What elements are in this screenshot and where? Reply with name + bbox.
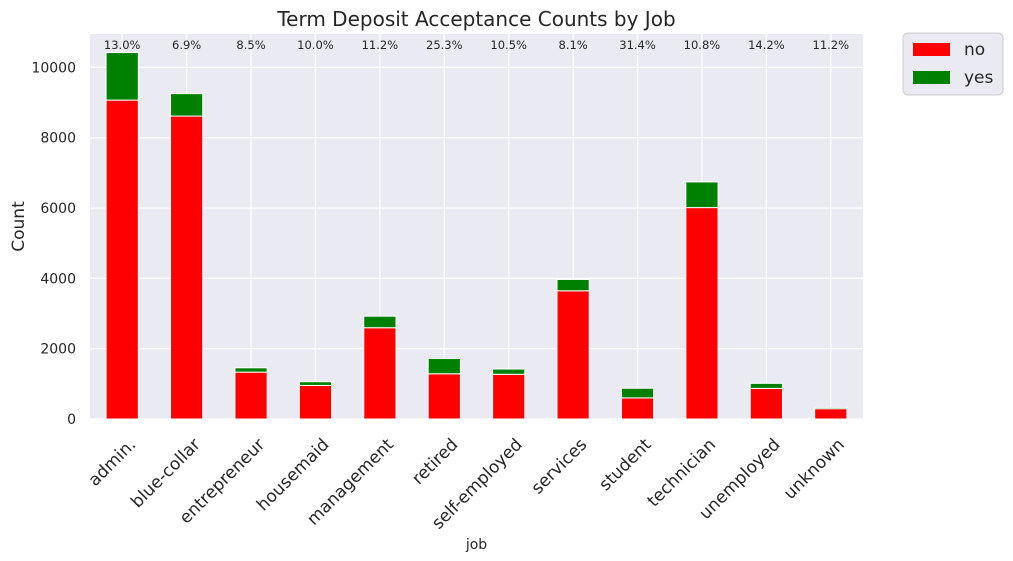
x-tick-label: retired	[408, 435, 462, 489]
y-tick-label: 8000	[40, 131, 76, 147]
percent-label: 25.3%	[426, 38, 463, 52]
legend-label-yes: yes	[964, 68, 994, 88]
percent-label: 10.5%	[490, 38, 527, 52]
bar-no-unknown	[814, 408, 848, 420]
bar-yes-self-employed	[492, 368, 526, 375]
percent-label: 10.8%	[684, 38, 721, 52]
y-tick-label: 6000	[40, 201, 76, 217]
bar-yes-services	[556, 278, 590, 292]
bar-yes-retired	[427, 358, 461, 375]
bar-yes-blue-collar	[170, 93, 204, 117]
bar-no-student	[620, 397, 655, 420]
x-tick-label: unknown	[780, 435, 849, 504]
x-tick-label: student	[595, 435, 655, 495]
bars	[105, 52, 848, 420]
chart-title: Term Deposit Acceptance Counts by Job	[276, 7, 675, 31]
bar-no-management	[363, 327, 397, 420]
bar-yes-housemaid	[298, 381, 333, 386]
bar-no-admin	[105, 99, 139, 420]
bar-no-blue-collar	[170, 115, 204, 420]
x-tick-label: admin.	[85, 435, 141, 491]
y-tick-label: 0	[67, 412, 76, 428]
bar-no-retired	[427, 373, 461, 420]
percent-label: 10.0%	[297, 38, 334, 52]
percent-label: 11.2%	[362, 38, 399, 52]
bar-yes-student	[620, 387, 655, 399]
percent-label: 13.0%	[104, 38, 141, 52]
percent-label: 14.2%	[748, 38, 785, 52]
bar-no-self-employed	[492, 373, 526, 420]
y-axis-label: Count	[9, 201, 29, 252]
x-axis-ticks: admin.blue-collarentrepreneurhousemaidma…	[85, 435, 849, 534]
y-axis-ticks: 0 2000 4000 6000 8000 10000	[31, 60, 76, 428]
percent-label: 31.4%	[619, 38, 656, 52]
bar-no-technician	[685, 207, 719, 420]
bar-no-housemaid	[298, 384, 333, 420]
legend-swatch-yes	[913, 71, 950, 84]
legend: no yes	[902, 32, 1004, 96]
percent-label: 8.5%	[236, 38, 265, 52]
x-axis-label: job	[465, 537, 487, 553]
bar-yes-management	[363, 315, 397, 329]
percent-label: 11.2%	[813, 38, 850, 52]
y-tick-label: 4000	[40, 271, 76, 287]
plot-area	[90, 34, 863, 419]
bar-yes-entrepreneur	[234, 367, 268, 373]
bar-no-entrepreneur	[234, 371, 268, 420]
bar-no-services	[556, 290, 590, 420]
bar-yes-technician	[685, 181, 719, 209]
bar-yes-unknown	[814, 406, 848, 410]
legend-label-no: no	[964, 40, 985, 60]
percent-label: 8.1%	[559, 38, 588, 52]
percent-annotations: 13.0% 6.9% 8.5% 10.0% 11.2% 25.3% 10.5% 8.1% 31.…	[104, 38, 849, 52]
bar-yes-unemployed	[749, 382, 783, 389]
y-tick-label: 10000	[31, 60, 76, 76]
y-tick-label: 2000	[40, 342, 76, 358]
x-tick-label: services	[528, 435, 592, 499]
bar-yes-admin	[105, 52, 139, 101]
percent-label: 6.9%	[172, 38, 201, 52]
legend-swatch-no	[913, 43, 950, 56]
bar-no-unemployed	[749, 387, 783, 420]
